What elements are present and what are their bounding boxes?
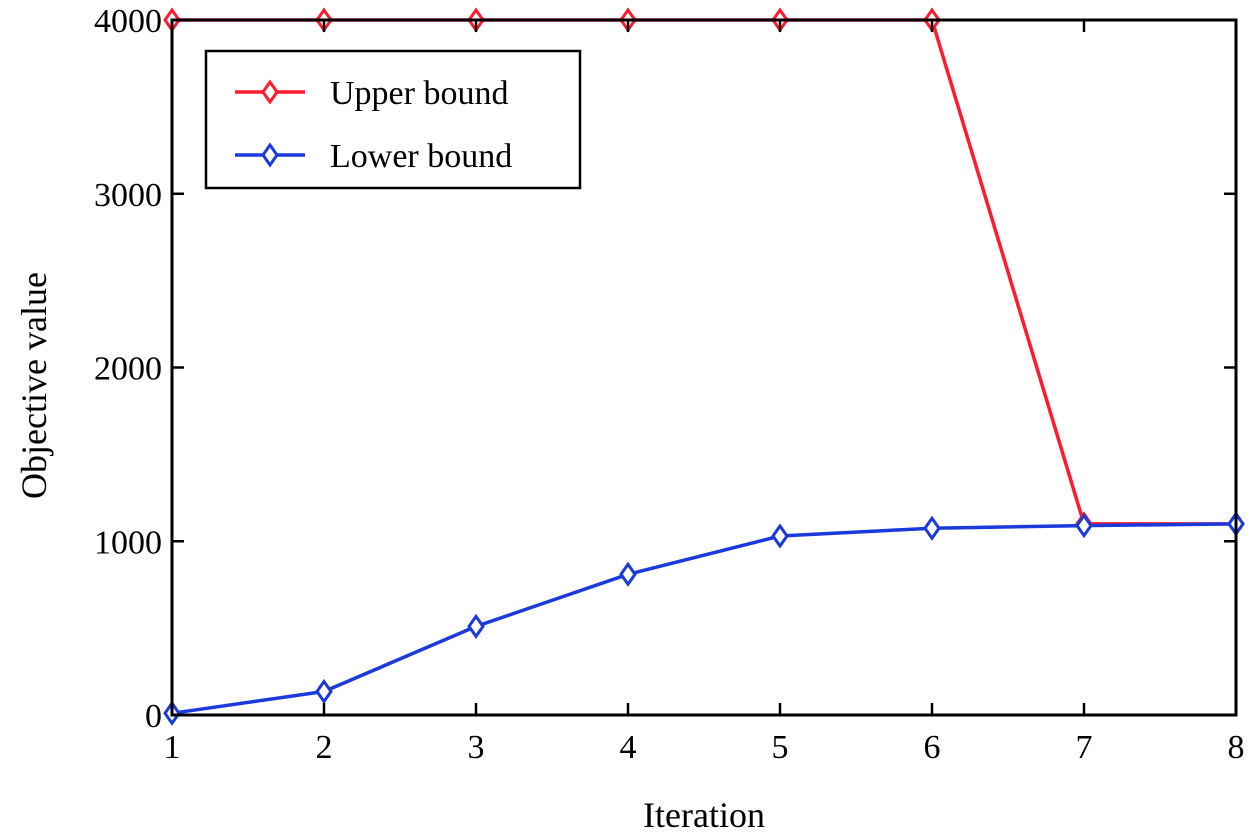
x-tick-label-7: 7 [1076, 729, 1093, 766]
x-tick-label-5: 5 [772, 729, 789, 766]
data-point-lower-bound-5 [771, 523, 789, 549]
x-tick-label-6: 6 [924, 729, 941, 766]
series-line-lower-bound [171, 522, 1237, 716]
legend-label-lower-bound: Lower bound [330, 138, 512, 175]
x-axis-title: Iteration [643, 795, 765, 835]
legend-marker-upper-bound [261, 79, 279, 105]
data-point-lower-bound-6 [923, 515, 941, 541]
x-tick-label-1: 1 [164, 729, 181, 766]
axis-tick-labels: 1 2 3 4 5 6 7 8 0 1000 2000 3000 4000 [94, 3, 1245, 766]
y-tick-label-1000: 1000 [94, 524, 162, 561]
data-point-lower-bound-7 [1075, 512, 1093, 539]
y-tick-label-4000: 4000 [94, 3, 162, 40]
y-tick-label-0: 0 [145, 698, 162, 735]
data-point-lower-bound-4 [619, 561, 637, 587]
legend: Upper bound Lower bound [204, 49, 582, 190]
y-tick-label-3000: 3000 [94, 177, 162, 214]
y-axis-title: Objective value [14, 272, 54, 499]
y-tick-label-2000: 2000 [94, 351, 162, 388]
legend-entry-lower-bound: Lower bound [235, 138, 512, 175]
legend-label-upper-bound: Upper bound [330, 75, 508, 112]
x-tick-label-4: 4 [620, 729, 637, 766]
data-point-lower-bound-3 [467, 613, 485, 640]
x-tick-label-8: 8 [1228, 729, 1245, 766]
x-tick-label-2: 2 [316, 729, 333, 766]
data-point-lower-bound-2 [315, 678, 333, 705]
legend-marker-lower-bound [261, 142, 279, 168]
axis-ticks [170, 18, 1238, 717]
legend-entry-upper-bound: Upper bound [235, 75, 508, 112]
x-tick-label-3: 3 [468, 729, 485, 766]
